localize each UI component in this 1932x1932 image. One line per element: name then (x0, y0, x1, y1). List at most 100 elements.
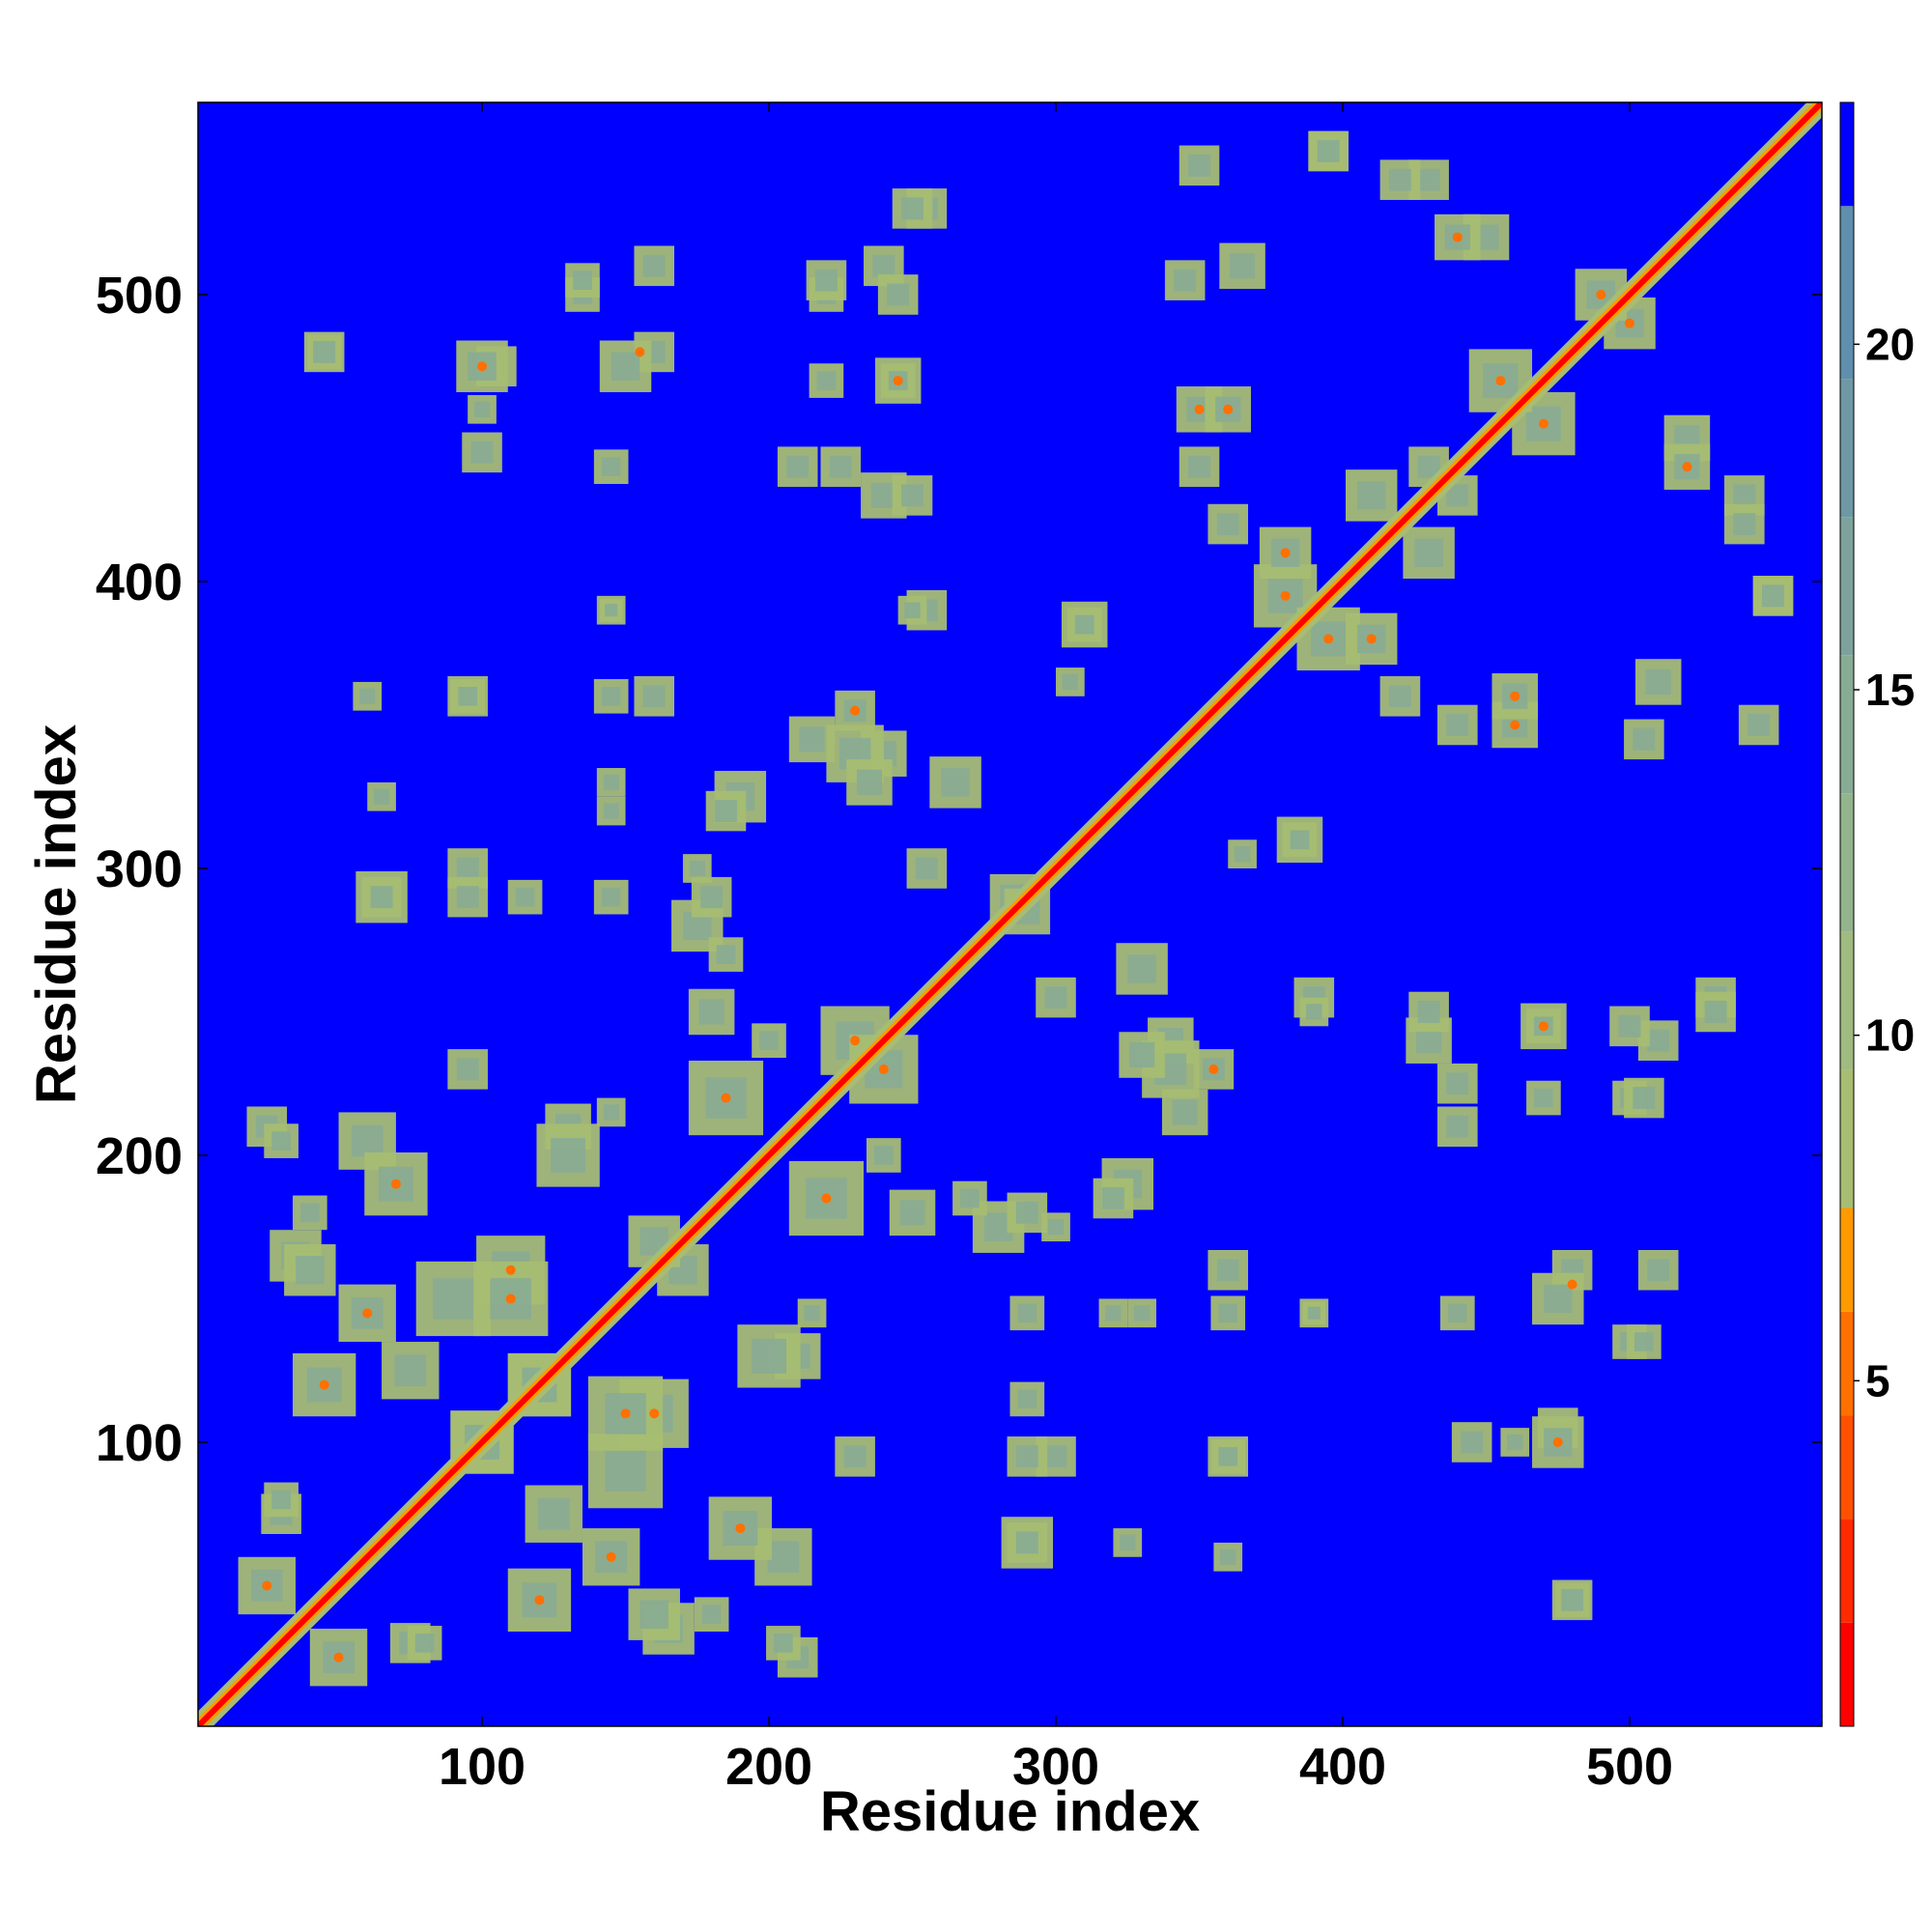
contact-hotspot (1223, 404, 1234, 414)
y-tick-label: 100 (96, 1414, 183, 1472)
contact-block-core (1062, 673, 1079, 691)
contact-hotspot (620, 1408, 631, 1419)
contact-block-core (774, 1634, 793, 1653)
contact-hotspot (1495, 376, 1506, 386)
contact-hotspot (1552, 1436, 1563, 1447)
contact-block-core (1446, 1115, 1469, 1138)
contact-block-core (313, 340, 336, 363)
contact-block-core (1290, 830, 1310, 850)
contact-block-core (1044, 1445, 1067, 1468)
contact-hotspot (821, 1193, 832, 1204)
contact-block-core (701, 1605, 722, 1624)
contact-block-core (1188, 154, 1210, 177)
contact-block-core (1733, 484, 1756, 507)
colorbar-tick-label: 10 (1865, 1010, 1915, 1061)
colorbar-band (1840, 1311, 1854, 1416)
contact-hotspot (1567, 1279, 1577, 1290)
contact-hotspot (1366, 634, 1377, 644)
colorbar-band (1840, 1069, 1854, 1208)
contact-block-core (603, 774, 619, 791)
contact-hotspot (333, 1652, 344, 1662)
colorbar-band (1840, 206, 1854, 380)
contact-hotspot (262, 1580, 272, 1591)
colorbar-band (1840, 931, 1854, 1070)
contact-block-core (960, 1188, 980, 1208)
x-tick-label: 500 (1586, 1738, 1673, 1796)
contact-block-core (1017, 1303, 1037, 1323)
y-axis-label: Residue index (25, 724, 88, 1104)
y-tick-label: 300 (96, 840, 183, 898)
y-tick-label: 200 (96, 1127, 183, 1185)
contact-block-core (515, 887, 535, 907)
colorbar-band (1840, 793, 1854, 932)
contact-hotspot (390, 1179, 401, 1189)
contact-block-core (1218, 1303, 1238, 1323)
contact-block-core (296, 1256, 325, 1285)
contact-block-core (473, 401, 491, 417)
contact-block-core (605, 1450, 646, 1492)
contact-block-core (759, 1031, 779, 1050)
contact-block-core (470, 440, 494, 464)
contact-block-core (1218, 1447, 1238, 1466)
contact-block-core (271, 1490, 291, 1510)
contact-block-core (642, 254, 666, 277)
contact-block-core (1306, 1004, 1322, 1020)
contact-block-core (1704, 1001, 1727, 1023)
contact-hotspot (319, 1379, 329, 1390)
x-tick-label: 100 (439, 1738, 526, 1796)
contact-block-core (1216, 513, 1239, 536)
x-tick-label: 200 (725, 1738, 812, 1796)
contact-block-core (767, 1541, 800, 1574)
contact-block-core (1307, 1306, 1321, 1320)
contact-block-core (804, 1305, 820, 1321)
colorbar-band (1840, 102, 1854, 207)
contact-block-core (458, 686, 477, 706)
contact-hotspot (1510, 720, 1520, 730)
contact-block-core (901, 197, 923, 220)
contact-block-core (394, 1354, 427, 1387)
colorbar-band (1840, 1415, 1854, 1520)
contact-block-core (1507, 1434, 1523, 1451)
x-tick-label: 300 (1012, 1738, 1099, 1796)
contact-block-core (698, 999, 724, 1025)
colorbar-band (1840, 517, 1854, 656)
contact-hotspot (1194, 404, 1205, 414)
contact-block-core (1216, 1259, 1239, 1282)
contact-hotspot (505, 1293, 516, 1304)
contact-block-core (456, 857, 479, 880)
contact-block-core (1416, 1028, 1442, 1054)
contact-block-core (1561, 1588, 1584, 1611)
contact-hotspot (362, 1308, 373, 1319)
contact-hotspot (505, 1264, 516, 1275)
colorbar-band (1840, 1519, 1854, 1623)
contact-block-core (816, 371, 837, 390)
contact-block-core (1229, 253, 1256, 279)
contact-block-core (456, 1058, 479, 1081)
contact-block-core (829, 455, 852, 478)
contact-block-core (1129, 1041, 1155, 1068)
contact-block-core (1448, 1303, 1467, 1323)
colorbar-band (1840, 1622, 1854, 1726)
diagonal-core (198, 102, 1822, 1726)
y-tick-label: 400 (96, 554, 183, 611)
contact-block-core (1446, 1072, 1469, 1095)
contact-block-core (856, 769, 883, 795)
contact-block-core (601, 887, 621, 907)
contact-hotspot (1323, 634, 1334, 644)
colorbar-band (1840, 655, 1854, 794)
contact-block-core (799, 726, 825, 753)
contact-block-core (1417, 1001, 1440, 1023)
contact-block-core (1417, 455, 1440, 478)
contact-block-core (642, 685, 666, 708)
contact-block-core (1647, 1259, 1670, 1282)
contact-block-core (1414, 538, 1443, 567)
contact-block-core (1074, 614, 1094, 635)
contact-block-core (1461, 1431, 1484, 1454)
plot-frame (197, 101, 1823, 1727)
contact-block-core (1388, 168, 1411, 191)
contact-block-core (551, 1138, 586, 1173)
contact-block-core (715, 800, 737, 823)
contact-block-core (601, 457, 621, 476)
